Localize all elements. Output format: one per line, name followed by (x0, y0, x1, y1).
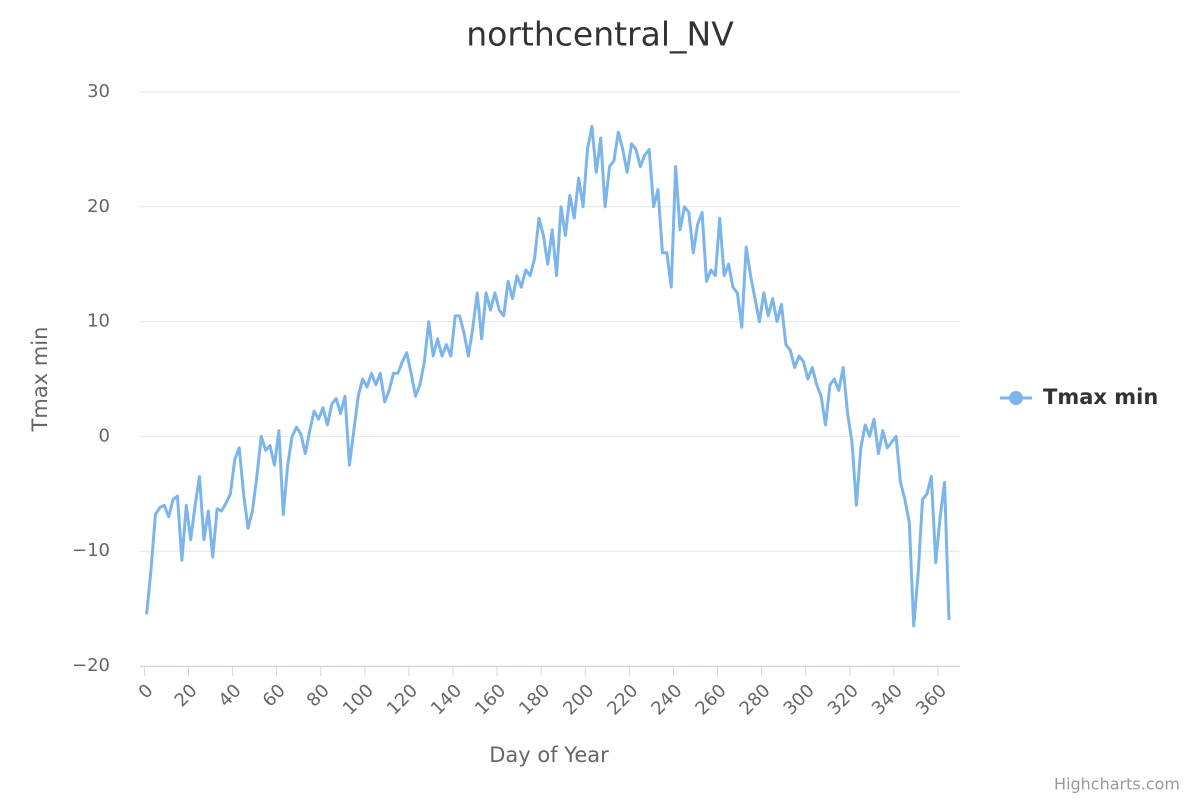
x-tick-label: 140 (427, 680, 466, 719)
x-tick-label: 320 (824, 680, 863, 719)
x-tick-label: 40 (215, 680, 246, 711)
x-axis-label: Day of Year (489, 743, 609, 767)
legend-label[interactable]: Tmax min (1043, 385, 1158, 409)
x-tick-label: 280 (736, 680, 775, 719)
y-axis-label: Tmax min (28, 327, 52, 433)
y-tick-label: −20 (72, 655, 110, 676)
x-tick-label: 260 (691, 680, 730, 719)
legend-symbol (1009, 391, 1023, 405)
x-tick-label: 240 (647, 680, 686, 719)
x-tick-label: 300 (780, 680, 819, 719)
x-tick-label: 100 (339, 680, 378, 719)
x-tick-label: 60 (259, 680, 290, 711)
x-tick-label: 160 (471, 680, 510, 719)
chart-title: northcentral_NV (466, 15, 734, 54)
x-tick-label: 180 (515, 680, 554, 719)
x-tick-label: 20 (171, 680, 202, 711)
x-tick-label: 0 (135, 680, 158, 703)
x-tick-label: 120 (383, 680, 422, 719)
credit: Highcharts.com (1054, 775, 1180, 794)
y-tick-label: 0 (99, 425, 110, 446)
series-line (145, 124, 951, 628)
y-tick-label: 20 (87, 196, 110, 217)
y-tick-label: −10 (72, 540, 110, 561)
y-tick-label: 10 (87, 311, 110, 332)
x-tick-label: 360 (912, 680, 951, 719)
x-tick-label: 80 (303, 680, 334, 711)
x-tick-label: 220 (603, 680, 642, 719)
x-tick-label: 340 (868, 680, 907, 719)
x-tick-label: 200 (559, 680, 598, 719)
y-tick-label: 30 (87, 81, 110, 102)
